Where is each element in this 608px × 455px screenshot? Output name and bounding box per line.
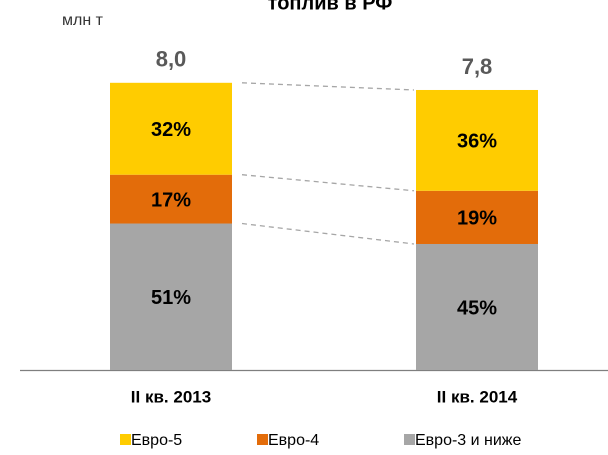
- total-label: 7,8: [462, 54, 493, 79]
- segment-label: 45%: [457, 297, 497, 319]
- bar-segment: [416, 243, 538, 370]
- segment-label: 36%: [457, 131, 497, 153]
- segment-label: 19%: [457, 208, 497, 230]
- connector: [241, 174, 415, 192]
- bar-segment: [110, 82, 232, 175]
- bar-segment: [416, 190, 538, 244]
- legend-swatch: [404, 434, 415, 445]
- legend-swatch: [257, 434, 268, 445]
- segment-label: 32%: [151, 119, 191, 141]
- segment-label: 17%: [151, 189, 191, 211]
- legend-label: Евро-4: [268, 432, 319, 449]
- x-tick-label: II кв. 2014: [437, 387, 518, 406]
- x-tick-label: II кв. 2013: [131, 387, 211, 406]
- chart-title: топлив в РФ: [268, 0, 393, 14]
- legend-swatch: [120, 434, 131, 445]
- connector: [241, 222, 415, 245]
- bar-segment: [110, 174, 232, 224]
- unit-label: млн т: [62, 12, 104, 29]
- legend-label: Евро-3 и ниже: [415, 432, 522, 449]
- total-label: 8,0: [156, 47, 187, 72]
- legend-label: Евро-5: [131, 432, 182, 449]
- bar-segment: [110, 223, 232, 370]
- segment-label: 51%: [151, 287, 191, 309]
- bar-segment: [416, 89, 538, 191]
- connector: [241, 82, 415, 91]
